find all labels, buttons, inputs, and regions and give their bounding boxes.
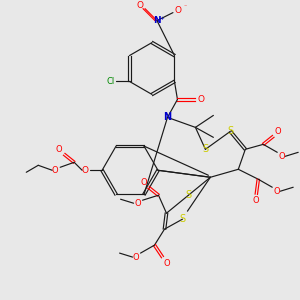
Text: S: S xyxy=(185,190,191,200)
Text: O: O xyxy=(132,253,139,262)
Text: +: + xyxy=(160,16,164,21)
Text: O: O xyxy=(274,187,281,196)
Text: S: S xyxy=(179,214,185,224)
Text: ⁻: ⁻ xyxy=(183,5,187,10)
Text: O: O xyxy=(253,196,260,205)
Text: O: O xyxy=(140,178,147,187)
Text: N: N xyxy=(153,16,161,25)
Text: O: O xyxy=(82,166,88,175)
Text: O: O xyxy=(56,145,62,154)
Text: O: O xyxy=(279,152,286,161)
Text: O: O xyxy=(275,127,282,136)
Text: O: O xyxy=(136,1,143,10)
Text: O: O xyxy=(198,95,205,104)
Text: Cl: Cl xyxy=(106,77,115,86)
Text: O: O xyxy=(174,6,182,15)
Text: O: O xyxy=(52,166,59,175)
Text: S: S xyxy=(227,126,233,136)
Text: N: N xyxy=(164,112,172,122)
Text: O: O xyxy=(163,259,170,268)
Text: S: S xyxy=(202,144,208,154)
Text: O: O xyxy=(134,199,141,208)
